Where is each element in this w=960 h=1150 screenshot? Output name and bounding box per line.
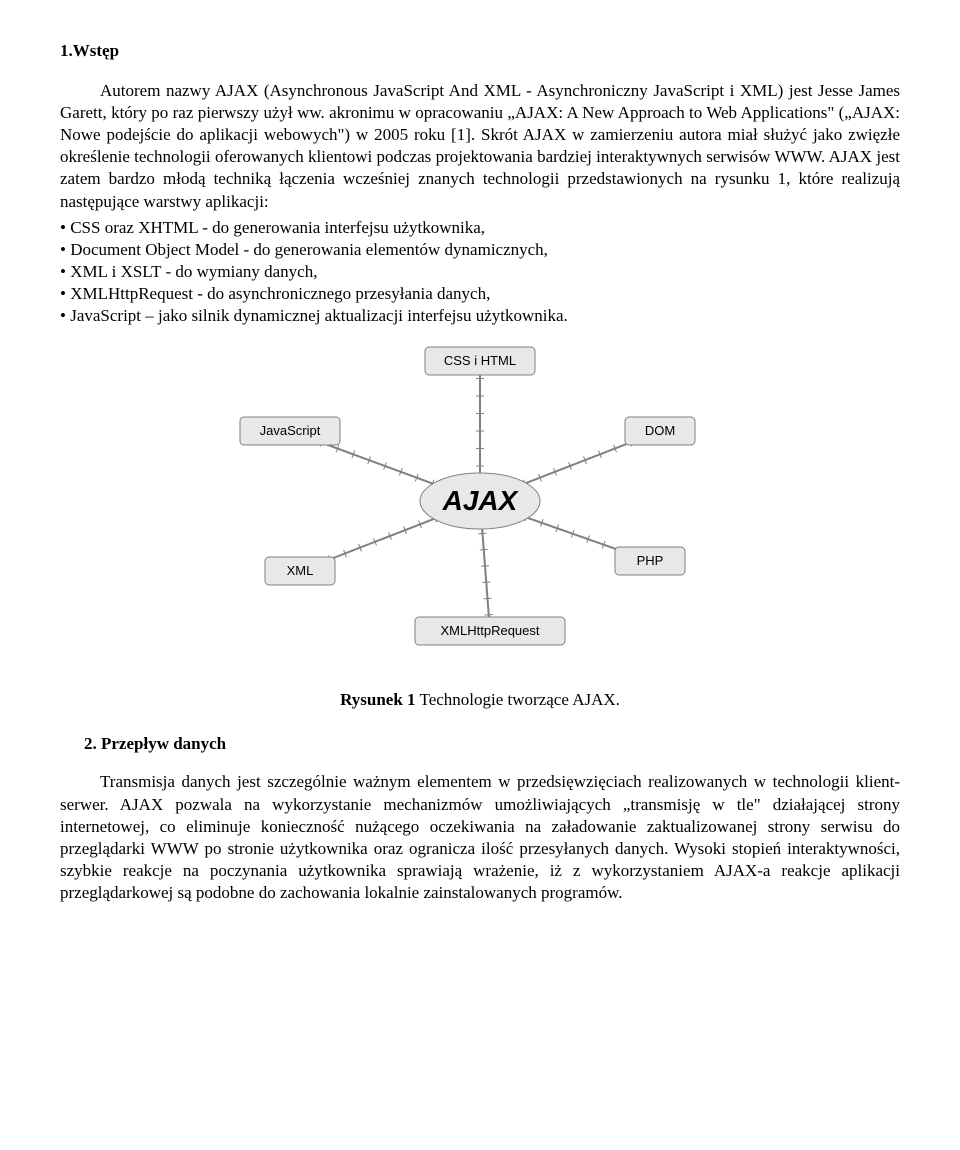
section2-heading: 2. Przepływ danych <box>84 733 900 755</box>
list-item: • XML i XSLT - do wymiany danych, <box>60 261 900 283</box>
svg-text:AJAX: AJAX <box>442 485 520 516</box>
svg-text:DOM: DOM <box>645 423 675 438</box>
ajax-diagram-svg: AJAX CSS i HTML JavaScript DOM XML PHP XMLHttp… <box>220 341 740 661</box>
list-item: • CSS oraz XHTML - do generowania interf… <box>60 217 900 239</box>
svg-text:XMLHttpRequest: XMLHttpRequest <box>441 623 540 638</box>
section1-paragraph: Autorem nazwy AJAX (Asynchronous JavaScr… <box>60 80 900 213</box>
section2-paragraph: Transmisja danych jest szczególnie ważny… <box>60 771 900 904</box>
list-item: • JavaScript – jako silnik dynamicznej a… <box>60 305 900 327</box>
svg-text:JavaScript: JavaScript <box>260 423 321 438</box>
list-item: • Document Object Model - do generowania… <box>60 239 900 261</box>
section1-bullets: • CSS oraz XHTML - do generowania interf… <box>60 217 900 327</box>
caption-rest: Technologie tworzące AJAX. <box>416 690 620 709</box>
svg-text:PHP: PHP <box>637 553 664 568</box>
caption-bold: Rysunek 1 <box>340 690 415 709</box>
svg-text:XML: XML <box>287 563 314 578</box>
ajax-diagram: AJAX CSS i HTML JavaScript DOM XML PHP XMLHttp… <box>220 341 740 667</box>
section1-heading: 1.Wstęp <box>60 40 900 62</box>
svg-text:CSS i HTML: CSS i HTML <box>444 353 516 368</box>
figure-caption: Rysunek 1 Technologie tworzące AJAX. <box>60 689 900 711</box>
list-item: • XMLHttpRequest - do asynchronicznego p… <box>60 283 900 305</box>
